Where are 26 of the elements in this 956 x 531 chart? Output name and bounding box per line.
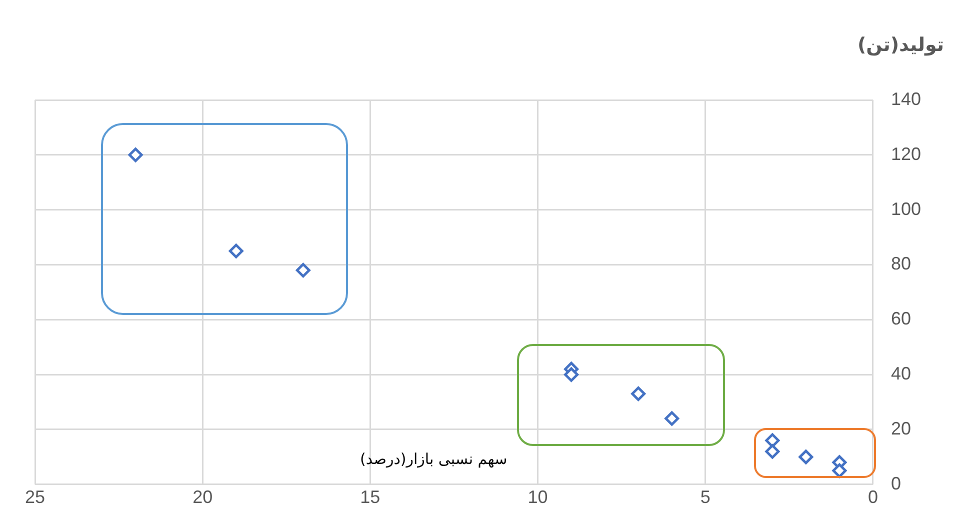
x-tick-label: 5 [700,487,710,508]
point [296,262,310,278]
y-axis-title: تولید(تن) [857,34,944,56]
x-tick-label: 20 [192,487,213,508]
point [631,386,646,402]
point [564,367,579,382]
point [228,244,244,258]
y-tick-label: 100 [890,198,922,219]
y-tick-label: 40 [890,364,911,384]
y-tick-label: 60 [890,308,911,329]
point [798,450,814,464]
y-tick-label: 0 [890,473,901,494]
point [832,463,847,478]
x-tick-label: 0 [868,487,878,508]
point [765,433,780,448]
x-tick-label: 15 [360,487,380,508]
y-tick-label: 80 [890,254,911,274]
point [128,148,143,162]
y-tick-label: 120 [890,144,922,164]
y-tick-label: 20 [890,418,911,438]
x-tick-label: 25 [24,487,46,508]
y-tick-label: 140 [890,88,922,109]
x-axis-title: سهم نسبی بازار(درصد) [360,450,508,468]
point [664,411,680,426]
x-tick-label: 10 [528,487,548,508]
point [765,444,780,459]
